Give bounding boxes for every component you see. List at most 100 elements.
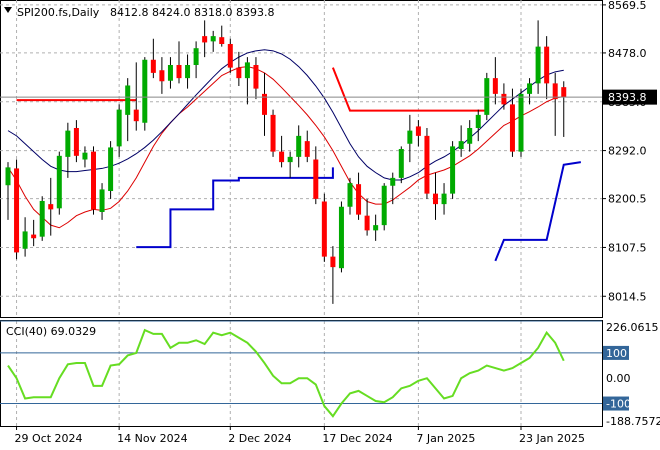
candle-bear <box>253 65 259 89</box>
cci-panel-frame <box>0 320 603 427</box>
candle-bull <box>116 109 122 147</box>
candle-bear <box>236 67 242 79</box>
candle-bear <box>159 70 165 82</box>
candle-bear <box>150 59 156 73</box>
candle-bear <box>48 204 54 210</box>
candle-bear <box>424 135 430 194</box>
candle-bull <box>56 155 62 209</box>
cci-axis-label: 100 <box>606 347 627 360</box>
current-price-tag-text: 8393.8 <box>608 91 647 104</box>
price-axis-labels: 8014.58107.58200.58292.08385.08478.08569… <box>602 0 647 303</box>
candle-bear <box>544 46 550 84</box>
candle-bear <box>133 109 139 122</box>
cci-grid <box>0 320 602 405</box>
cci-axis-label: 0.00 <box>606 372 631 385</box>
cci-level-tag <box>603 345 629 360</box>
candle-bear <box>501 93 507 105</box>
main-panel-frame <box>0 0 603 318</box>
price-axis-label: 8292.0 <box>608 145 647 158</box>
candle-bear <box>364 215 370 231</box>
candle-bear <box>321 201 327 257</box>
candle-bear <box>433 193 438 205</box>
candle-bear <box>176 65 182 79</box>
candle-bear <box>313 159 319 199</box>
candle-bull <box>527 83 533 94</box>
candle-bull <box>210 36 216 42</box>
cci-axis-label: -188.7572 <box>606 415 660 428</box>
candle-bull <box>108 147 114 191</box>
candle-bear <box>492 78 498 94</box>
candle-bull <box>518 93 524 152</box>
cci-axis-label: -100 <box>606 398 631 411</box>
candle-bull <box>5 167 11 186</box>
candle-bull <box>125 85 131 115</box>
candle-bull <box>185 65 191 79</box>
candle-bull <box>99 189 105 212</box>
candle-bear <box>279 151 285 163</box>
candle-bull <box>142 59 148 123</box>
candle-bear <box>262 93 267 115</box>
candle-bull <box>296 135 302 157</box>
candle-bear <box>73 128 79 156</box>
candle-bear <box>509 104 515 152</box>
candle-bull <box>458 141 464 149</box>
date-axis-label: 17 Dec 2024 <box>322 432 392 445</box>
candle-bear <box>304 141 310 157</box>
current-price-tag <box>603 89 657 105</box>
candle-bull <box>347 183 353 207</box>
candle-bull <box>381 185 387 226</box>
cci-header: CCI(40) 69.0329 <box>6 325 96 338</box>
candle-bear <box>561 87 567 98</box>
candle-bull <box>441 193 447 205</box>
down-triangle-icon <box>4 7 12 13</box>
cci-layer <box>7 328 565 418</box>
candle-bull <box>338 206 344 269</box>
candle-bull <box>287 156 293 163</box>
date-axis-label: 7 Jan 2025 <box>416 432 475 445</box>
candle-bull <box>193 48 199 65</box>
candles <box>5 20 567 304</box>
price-axis-label: 8478.0 <box>608 47 647 60</box>
candle-bull <box>244 62 250 79</box>
candle-bear <box>31 234 37 239</box>
candle-bear <box>356 184 362 215</box>
candle-bull <box>398 149 404 178</box>
candle-bull <box>390 177 396 186</box>
candle-bull <box>467 128 473 144</box>
candle-bull <box>475 114 481 128</box>
envelope-bands <box>16 67 582 262</box>
candle-bear <box>91 151 96 210</box>
candle-bull <box>82 152 88 160</box>
cci-axis-label: 226.0615 <box>606 321 659 334</box>
upper-band-line <box>331 67 487 112</box>
symbol-label: SPI200.fs,Daily <box>17 6 100 19</box>
candle-bear <box>202 36 208 43</box>
price-axis-label: 8569.5 <box>608 0 647 12</box>
price-axis-label: 8014.5 <box>608 290 647 303</box>
candle-bear <box>14 168 20 253</box>
date-axis-labels: 29 Oct 2024 14 Nov 2024 2 Dec 2024 17 Dec 2… <box>15 426 585 445</box>
date-axis-label: 29 Oct 2024 <box>15 432 83 445</box>
candle-bull <box>373 225 379 231</box>
candle-bear <box>330 256 336 268</box>
candle-bull <box>167 65 173 81</box>
candle-bull <box>450 146 456 194</box>
candle-bull <box>484 78 490 115</box>
candle-bear <box>219 37 225 44</box>
ohlc-label: 8412.8 8424.0 8318.0 8393.8 <box>110 6 274 19</box>
price-axis-label: 8200.5 <box>608 193 647 206</box>
lower-band-line <box>494 161 582 262</box>
cci-line <box>7 328 565 418</box>
candle-bear <box>270 114 276 152</box>
lower-band-line <box>136 167 334 249</box>
candle-bear <box>227 44 233 68</box>
date-axis-label: 23 Jan 2025 <box>519 432 585 445</box>
cci-axis-labels: 226.0615 100 0.00 -100 -188.7572 <box>603 321 660 428</box>
cci-level-tag <box>603 396 629 411</box>
candle-bull <box>407 130 413 144</box>
candle-bull <box>65 130 71 157</box>
candle-bear <box>552 83 558 100</box>
price-axis-label: 8107.5 <box>608 241 647 254</box>
candle-bull <box>39 200 45 237</box>
